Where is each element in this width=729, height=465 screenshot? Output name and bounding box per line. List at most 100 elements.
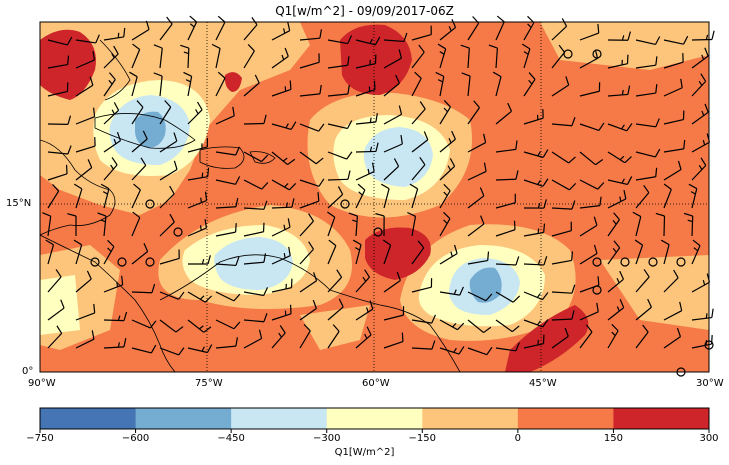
wind-barb-flag <box>189 15 197 23</box>
calm-wind-circle <box>592 285 602 295</box>
wind-barb-flag <box>111 157 118 166</box>
wind-barb-flag <box>458 346 465 355</box>
wind-barb-flag <box>704 103 709 113</box>
lat-label-0: 0° <box>22 366 34 377</box>
wind-barb-shaft <box>187 347 208 354</box>
calm-wind-circle <box>592 257 602 267</box>
wind-barb-flag <box>711 308 714 318</box>
wind-barb-shaft <box>635 216 642 237</box>
wind-barb-shaft <box>131 291 153 294</box>
wind-barb-shaft <box>299 308 317 321</box>
wind-barb-flag <box>511 325 520 333</box>
wind-barb-flag <box>66 36 73 46</box>
wind-barb-shaft <box>411 319 432 324</box>
wind-barb-shaft <box>243 82 260 97</box>
wind-barb-flag <box>263 200 268 210</box>
wind-barb-shaft <box>439 26 456 41</box>
wind-barb-flag <box>480 215 485 225</box>
wind-barb-shaft <box>355 170 375 181</box>
wind-barb-flag <box>217 15 226 23</box>
wind-barb-shaft <box>131 28 150 41</box>
wind-barb-half-flag <box>108 79 113 85</box>
wind-barb-flag <box>140 157 147 166</box>
lon-label-45w: 45°W <box>529 378 557 389</box>
wind-barb-flag <box>366 326 372 336</box>
wind-barb-flag <box>515 256 520 266</box>
wind-barb-shaft <box>75 84 94 97</box>
wind-barb-flag <box>597 182 605 190</box>
lon-label-75w: 75°W <box>195 378 223 389</box>
wind-barb-half-flag <box>369 38 373 44</box>
wind-barb-shaft <box>243 24 258 41</box>
wind-barb-shaft <box>411 77 422 97</box>
wind-barb-shaft <box>131 347 152 354</box>
wind-barb-flag <box>149 320 157 329</box>
wind-barb-half-flag <box>621 178 625 184</box>
wind-barb-flag <box>261 154 269 163</box>
wind-barb-half-flag <box>453 347 457 353</box>
wind-barb-flag <box>95 34 100 44</box>
wind-barb-flag <box>593 216 598 226</box>
wind-barb-half-flag <box>110 164 114 170</box>
wind-barb-flag <box>332 324 340 332</box>
wind-barb-shaft <box>495 76 502 97</box>
wind-barb-flag <box>287 158 296 166</box>
wind-barb-shaft <box>243 319 264 323</box>
wind-barb-flag <box>677 160 682 170</box>
colorbar-bin <box>326 408 423 429</box>
wind-barb-shaft <box>383 279 401 293</box>
wind-barb-flag <box>206 344 213 353</box>
wind-barb-half-flag <box>195 109 199 115</box>
wind-barb-flag <box>569 182 577 191</box>
colorbar-tick-label: −450 <box>217 433 245 444</box>
wind-barb-shaft <box>103 109 119 125</box>
wind-barb-flag <box>419 156 426 166</box>
wind-barb-flag <box>312 299 317 309</box>
wind-barb-flag <box>373 80 376 90</box>
wind-barb-flag <box>166 16 173 25</box>
calm-wind-circle <box>340 199 350 209</box>
wind-barb-shaft <box>271 151 288 166</box>
wind-barb-shaft <box>383 113 402 125</box>
wind-barb-shaft <box>47 276 62 293</box>
wind-barb-flag <box>542 178 549 187</box>
wind-barb-shaft <box>271 226 291 237</box>
wind-barb-half-flag <box>111 53 115 59</box>
wind-barb-shaft <box>299 200 320 209</box>
wind-barb-flag <box>173 160 178 170</box>
wind-barb-flag <box>263 313 268 322</box>
wind-barb-shaft <box>327 306 344 321</box>
wind-barb-shaft <box>579 224 598 237</box>
wind-barb-shaft <box>663 336 681 349</box>
wind-barb-shaft <box>495 319 513 333</box>
wind-barb-shaft <box>75 338 95 349</box>
wind-barb-flag <box>290 121 297 130</box>
wind-barb-flag <box>401 332 404 342</box>
wind-barb-flag <box>619 299 625 308</box>
wind-barb-shaft <box>131 251 148 265</box>
wind-barb-flag <box>108 72 116 80</box>
wind-barb-flag <box>60 299 65 309</box>
colorbar-bin <box>135 408 232 429</box>
wind-barb-flag <box>116 131 122 141</box>
wind-barb-shaft <box>215 345 236 349</box>
calm-wind-circle <box>373 227 383 237</box>
wind-barb-flag <box>169 213 175 223</box>
wind-barb-shaft <box>467 107 480 125</box>
wind-barb-shaft <box>523 151 544 158</box>
wind-barb-flag <box>571 310 575 320</box>
wind-barb-shaft <box>159 291 179 300</box>
wind-barb-flag <box>643 269 650 278</box>
wind-barb-shaft <box>607 247 621 265</box>
wind-barb-flag <box>287 218 291 228</box>
wind-barb-flag <box>42 212 51 217</box>
wind-barb-shaft <box>495 347 516 352</box>
wind-barb-shaft <box>355 189 366 209</box>
wind-barb-flag <box>488 44 498 49</box>
wind-barb-half-flag <box>201 259 205 265</box>
wind-barb-shaft <box>215 319 235 330</box>
wind-barb-half-flag <box>117 32 120 38</box>
wind-barb-shaft <box>299 61 320 69</box>
wind-barb-shaft <box>523 117 544 125</box>
